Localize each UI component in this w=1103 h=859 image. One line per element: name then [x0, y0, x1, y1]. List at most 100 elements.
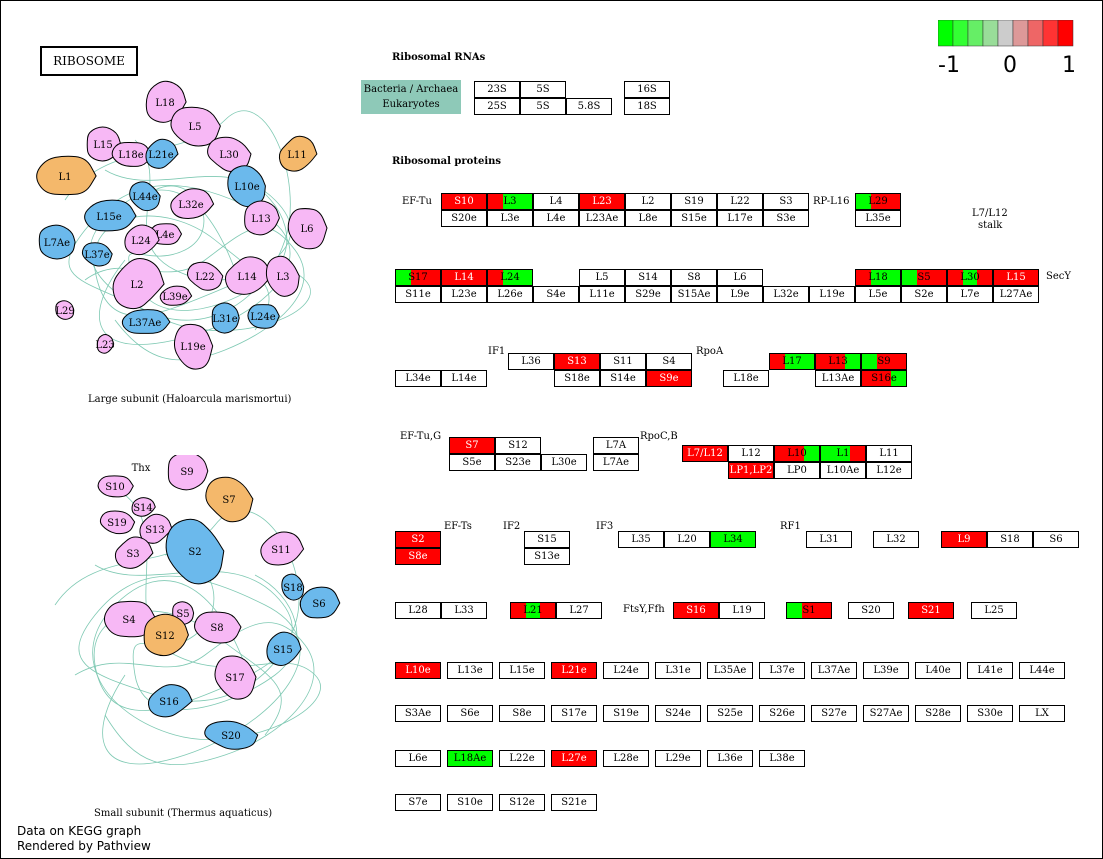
- protein-l3e[interactable]: L3e: [487, 210, 533, 227]
- protein-s20e[interactable]: S20e: [441, 210, 487, 227]
- protein-l35e[interactable]: L35e: [855, 210, 901, 227]
- protein-l22e[interactable]: L22e: [499, 750, 545, 767]
- protein-lx[interactable]: LX: [1019, 705, 1065, 722]
- protein-l14[interactable]: L14: [441, 269, 487, 286]
- protein-l18ae[interactable]: L18Ae: [447, 750, 493, 767]
- protein-s7[interactable]: S7: [449, 437, 495, 454]
- protein-s30e[interactable]: S30e: [967, 705, 1013, 722]
- protein-l6[interactable]: L6: [717, 269, 763, 286]
- small-protein-s17[interactable]: S17: [214, 655, 257, 700]
- large-protein-l31e[interactable]: L31e: [211, 302, 240, 334]
- large-protein-l3[interactable]: L3: [265, 255, 300, 297]
- small-protein-s19[interactable]: S19: [99, 510, 136, 535]
- large-protein-l19e[interactable]: L19e: [173, 323, 214, 370]
- protein-lp0[interactable]: LP0: [774, 462, 820, 479]
- protein-l39e[interactable]: L39e: [863, 662, 909, 679]
- protein-l27ae[interactable]: L27Ae: [993, 286, 1039, 303]
- large-protein-l32e[interactable]: L32e: [170, 188, 215, 219]
- protein-l3[interactable]: L3: [487, 193, 533, 210]
- protein-s16[interactable]: S16: [673, 602, 719, 619]
- protein-s6e[interactable]: S6e: [447, 705, 493, 722]
- large-protein-l7ae[interactable]: L7Ae: [38, 224, 76, 260]
- protein-s2e[interactable]: S2e: [901, 286, 947, 303]
- protein-l12e[interactable]: L12e: [866, 462, 912, 479]
- large-protein-l37e[interactable]: L37e: [81, 242, 113, 267]
- protein-l24e[interactable]: L24e: [603, 662, 649, 679]
- large-protein-l21e[interactable]: L21e: [145, 138, 179, 169]
- protein-l15e[interactable]: L15e: [499, 662, 545, 679]
- small-protein-s10[interactable]: S10: [97, 475, 134, 498]
- small-protein-s12[interactable]: S12: [143, 613, 189, 657]
- protein-l15[interactable]: L15: [993, 269, 1039, 286]
- protein-l7e[interactable]: L7e: [947, 286, 993, 303]
- protein-l34[interactable]: L34: [710, 531, 756, 548]
- protein-l10ae[interactable]: L10Ae: [820, 462, 866, 479]
- protein-l21[interactable]: L21: [510, 602, 556, 619]
- small-protein-s15[interactable]: S15: [266, 631, 302, 666]
- small-protein-s7[interactable]: S7: [205, 476, 254, 523]
- protein-s21e[interactable]: S21e: [551, 794, 597, 811]
- protein-s25e[interactable]: S25e: [707, 705, 753, 722]
- protein-s12[interactable]: S12: [495, 437, 541, 454]
- protein-l18[interactable]: L18: [855, 269, 901, 286]
- protein-l19[interactable]: L19: [719, 602, 765, 619]
- protein-s20[interactable]: S20: [848, 602, 894, 619]
- protein-s9e[interactable]: S9e: [646, 370, 692, 387]
- protein-s13[interactable]: S13: [554, 353, 600, 370]
- protein-l4[interactable]: L4: [533, 193, 579, 210]
- protein-l11e[interactable]: L11e: [579, 286, 625, 303]
- rna-5s[interactable]: 5S: [520, 98, 566, 115]
- small-protein-s2[interactable]: S2: [165, 518, 225, 585]
- small-protein-thx[interactable]: Thx: [132, 463, 151, 474]
- protein-l27[interactable]: L27: [556, 602, 602, 619]
- large-protein-l24[interactable]: L24: [124, 224, 160, 256]
- protein-l29[interactable]: L29: [855, 193, 901, 210]
- protein-l33[interactable]: L33: [441, 602, 487, 619]
- protein-s17e[interactable]: S17e: [551, 705, 597, 722]
- protein-s6[interactable]: S6: [1033, 531, 1079, 548]
- small-protein-s6[interactable]: S6: [299, 586, 341, 619]
- rna-16s[interactable]: 16S: [624, 81, 670, 98]
- protein-l41e[interactable]: L41e: [967, 662, 1013, 679]
- protein-l10e[interactable]: L10e: [395, 662, 441, 679]
- large-protein-l29[interactable]: L29: [55, 300, 75, 320]
- large-protein-l15e[interactable]: L15e: [84, 199, 137, 232]
- protein-l35[interactable]: L35: [618, 531, 664, 548]
- protein-s24e[interactable]: S24e: [655, 705, 701, 722]
- small-protein-s18[interactable]: S18: [281, 573, 305, 601]
- protein-l14e[interactable]: L14e: [441, 370, 487, 387]
- protein-l34e[interactable]: L34e: [395, 370, 441, 387]
- protein-s18[interactable]: S18: [987, 531, 1033, 548]
- rna-23s[interactable]: 23S: [474, 81, 520, 98]
- rna-18s[interactable]: 18S: [624, 98, 670, 115]
- protein-s29e[interactable]: S29e: [625, 286, 671, 303]
- protein-s16e[interactable]: S16e: [861, 370, 907, 387]
- large-protein-l1[interactable]: L1: [36, 155, 97, 196]
- protein-l5e[interactable]: L5e: [855, 286, 901, 303]
- large-protein-l2[interactable]: L2: [112, 258, 165, 310]
- protein-l37e[interactable]: L37e: [759, 662, 805, 679]
- protein-l13ae[interactable]: L13Ae: [815, 370, 861, 387]
- protein-s26e[interactable]: S26e: [759, 705, 805, 722]
- protein-l9e[interactable]: L9e: [717, 286, 763, 303]
- small-protein-s11[interactable]: S11: [260, 531, 305, 566]
- protein-l29e[interactable]: L29e: [655, 750, 701, 767]
- protein-l13e[interactable]: L13e: [447, 662, 493, 679]
- protein-s21[interactable]: S21: [908, 602, 954, 619]
- protein-l11[interactable]: L11: [866, 445, 912, 462]
- large-protein-l44e[interactable]: L44e: [129, 181, 161, 212]
- protein-s18e[interactable]: S18e: [554, 370, 600, 387]
- protein-l24[interactable]: L24: [487, 269, 533, 286]
- protein-s3ae[interactable]: S3Ae: [395, 705, 441, 722]
- protein-l32[interactable]: L32: [873, 531, 919, 548]
- protein-s14e[interactable]: S14e: [600, 370, 646, 387]
- protein-s19e[interactable]: S19e: [603, 705, 649, 722]
- large-protein-l13[interactable]: L13: [244, 200, 280, 236]
- protein-s17[interactable]: S17: [395, 269, 441, 286]
- large-protein-l6[interactable]: L6: [287, 208, 328, 250]
- large-protein-l22[interactable]: L22: [187, 261, 224, 291]
- rna-5s[interactable]: 5S: [520, 81, 566, 98]
- protein-l22[interactable]: L22: [717, 193, 763, 210]
- protein-l36e[interactable]: L36e: [707, 750, 753, 767]
- protein-l18e[interactable]: L18e: [723, 370, 769, 387]
